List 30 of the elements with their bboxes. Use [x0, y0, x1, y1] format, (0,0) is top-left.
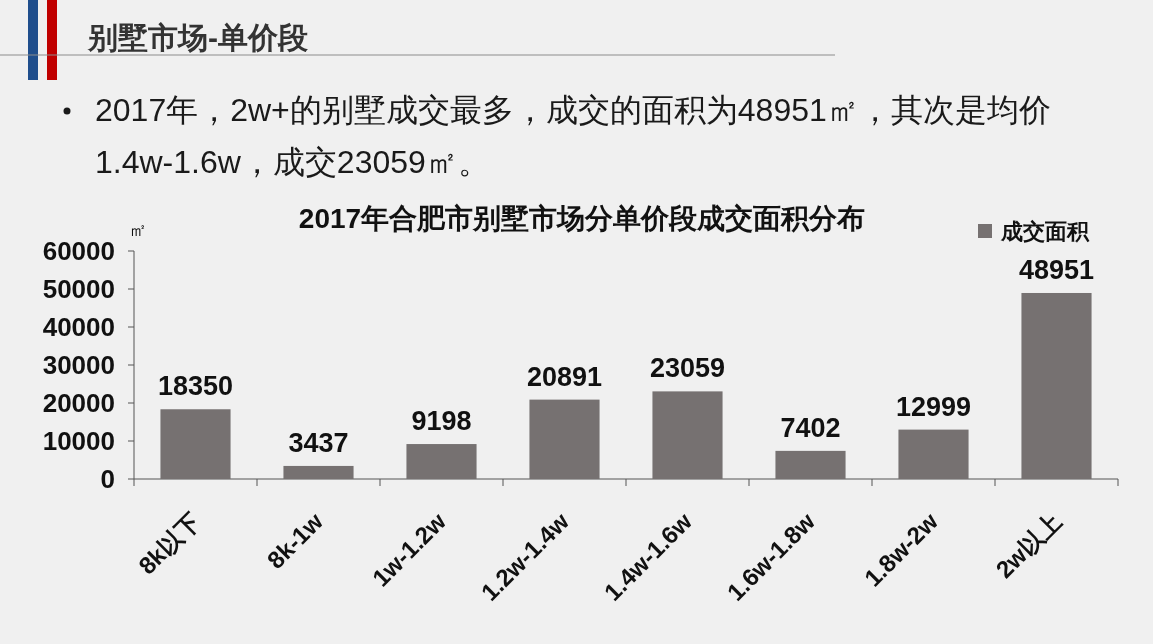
chart-title: 2017年合肥市别墅市场分单价段成交面积分布 — [298, 203, 866, 234]
bar — [898, 429, 969, 479]
bar — [160, 409, 231, 479]
y-tick-label: 60000 — [42, 236, 115, 266]
legend-label: 成交面积 — [1000, 219, 1090, 244]
data-label: 48951 — [1018, 254, 1095, 285]
bar — [529, 399, 600, 479]
data-label: 7402 — [780, 412, 841, 443]
bar — [406, 444, 477, 479]
y-tick-label: 50000 — [42, 274, 115, 304]
y-tick-label: 10000 — [42, 426, 115, 456]
text: 2017年，2w+的别墅成交最多，成交的面积为48951㎡，其次是均价1.4w-1.6w，成交23059㎡。 — [95, 91, 1052, 182]
data-label: 9198 — [411, 406, 472, 437]
text: 别墅市场-单价段 — [87, 21, 308, 54]
x-tick-label: 2w以上 — [990, 507, 1067, 584]
bar — [775, 450, 846, 479]
data-label: 18350 — [157, 371, 234, 402]
x-tick-label: 8k以下 — [133, 507, 206, 580]
y-tick-label: 20000 — [42, 388, 115, 418]
y-tick-label: 0 — [100, 464, 115, 494]
y-tick-label: 30000 — [42, 350, 115, 380]
data-label: 3437 — [288, 427, 349, 458]
data-label: 12999 — [895, 391, 972, 422]
bar — [1021, 292, 1092, 479]
data-label: 20891 — [526, 361, 603, 392]
bar — [283, 465, 354, 479]
data-label: 23059 — [649, 353, 726, 384]
y-tick-label: 40000 — [42, 312, 115, 342]
y-axis-title: ㎡ — [129, 219, 147, 240]
bar — [652, 391, 723, 479]
